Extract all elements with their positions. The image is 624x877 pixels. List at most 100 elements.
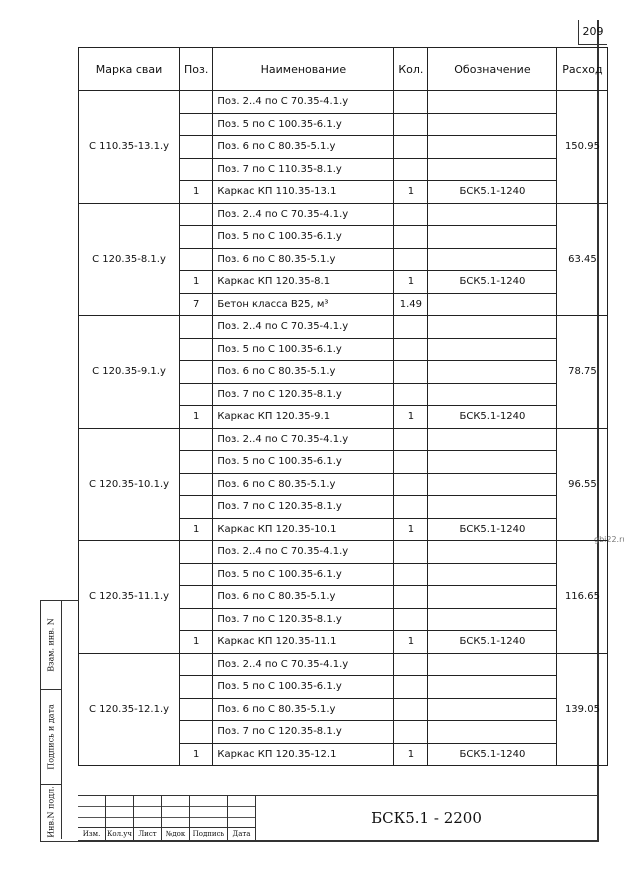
quantity	[393, 157, 429, 181]
item-name: Поз. 2..4 по С 70.35-4.1.у	[212, 652, 395, 676]
consumption: 78.75	[556, 315, 609, 429]
designation: БСК5.1-1240	[427, 180, 558, 204]
position	[178, 697, 214, 721]
position	[178, 247, 214, 271]
position	[178, 112, 214, 136]
position: 1	[178, 517, 214, 541]
designation	[427, 225, 558, 249]
designation	[427, 450, 558, 474]
quantity	[393, 472, 429, 496]
title-block-column: Дата	[228, 796, 256, 841]
designation	[427, 135, 558, 159]
header-consumption: Расход	[556, 47, 609, 91]
header-row: Марка сваи Поз. Наименование Кол. Обозна…	[78, 47, 609, 91]
table-row: С 120.35-10.1.у Поз. 2..4 по С 70.35-4.1.…	[78, 427, 609, 541]
position	[178, 450, 214, 474]
table-row: 7 Бетон класса B25, м³ 1.49	[79, 292, 608, 316]
stamp-label: Взам. инв. N	[46, 618, 56, 672]
document-code: БСК5.1 - 2200	[371, 809, 482, 827]
table-row: Поз. 5 по С 100.35-6.1.у	[79, 675, 608, 699]
designation	[427, 247, 558, 271]
title-block-label: Изм.	[78, 827, 105, 841]
quantity	[393, 360, 429, 384]
header-pos: Поз.	[178, 47, 214, 91]
pile-mark: С 120.35-10.1.у	[78, 427, 180, 541]
quantity	[393, 225, 429, 249]
table-row: 1 Каркас КП 110.35-13.1 1 БСК5.1-1240	[79, 180, 608, 204]
table-row: Поз. 7 по С 120.35-8.1.у	[79, 720, 608, 744]
item-name: Поз. 2..4 по С 70.35-4.1.у	[212, 427, 395, 451]
position	[178, 540, 214, 564]
position	[178, 382, 214, 406]
item-name: Поз. 2..4 по С 70.35-4.1.у	[212, 540, 395, 564]
designation: БСК5.1-1240	[427, 630, 558, 654]
quantity: 1.49	[393, 292, 429, 316]
designation	[427, 472, 558, 496]
consumption: 63.45	[556, 202, 609, 316]
item-name: Поз. 7 по С 120.35-8.1.у	[212, 495, 395, 519]
designation	[427, 360, 558, 384]
item-name: Каркас КП 120.35-10.1	[212, 517, 395, 541]
pile-mark: С 110.35-13.1.у	[78, 90, 180, 204]
item-name: Поз. 7 по С 120.35-8.1.у	[212, 382, 395, 406]
designation	[427, 697, 558, 721]
page-number: 209	[578, 20, 607, 45]
designation: БСК5.1-1240	[427, 742, 558, 766]
position: 1	[178, 270, 214, 294]
item-name: Каркас КП 110.35-13.1	[212, 180, 395, 204]
position	[178, 652, 214, 676]
quantity: 1	[393, 742, 429, 766]
table-row: Поз. 5 по С 100.35-6.1.у	[79, 225, 608, 249]
quantity	[393, 382, 429, 406]
position	[178, 157, 214, 181]
designation	[427, 675, 558, 699]
specification-table: Марка сваи Поз. Наименование Кол. Обозна…	[78, 47, 609, 766]
position	[178, 562, 214, 586]
item-name: Поз. 6 по С 80.35-5.1.у	[212, 135, 395, 159]
position: 1	[178, 405, 214, 429]
title-block-label: Кол.уч	[106, 827, 133, 841]
table-row: С 110.35-13.1.у Поз. 2..4 по С 70.35-4.1.…	[78, 90, 609, 204]
table-row: Поз. 7 по С 120.35-8.1.у	[79, 607, 608, 631]
position	[178, 675, 214, 699]
table-row: С 120.35-9.1.у Поз. 2..4 по С 70.35-4.1.у…	[78, 315, 609, 429]
position	[178, 427, 214, 451]
position	[178, 607, 214, 631]
designation	[427, 112, 558, 136]
position	[178, 585, 214, 609]
item-name: Каркас КП 120.35-11.1	[212, 630, 395, 654]
quantity	[393, 247, 429, 271]
title-block-label: Лист	[134, 827, 161, 841]
table-row: Поз. 6 по С 80.35-5.1.у	[79, 472, 608, 496]
designation	[427, 652, 558, 676]
designation	[427, 157, 558, 181]
title-block-label: №док	[162, 827, 189, 841]
designation: БСК5.1-1240	[427, 405, 558, 429]
stamp-cell: Взам. инв. N	[41, 601, 62, 690]
position	[178, 315, 214, 339]
pile-mark: С 120.35-11.1.у	[78, 540, 180, 654]
table-row: С 120.35-12.1.у Поз. 2..4 по С 70.35-4.1.…	[78, 652, 609, 766]
quantity	[393, 540, 429, 564]
table-row: 1 Каркас КП 120.35-10.1 1 БСК5.1-1240	[79, 517, 608, 541]
item-name: Поз. 6 по С 80.35-5.1.у	[212, 697, 395, 721]
stamp-label: Подпись и дата	[46, 703, 56, 770]
position	[178, 472, 214, 496]
header-name: Наименование	[212, 47, 395, 91]
title-block-column: Изм.	[78, 796, 106, 841]
quantity: 1	[393, 630, 429, 654]
item-name: Поз. 5 по С 100.35-6.1.у	[212, 225, 395, 249]
position	[178, 495, 214, 519]
quantity	[393, 675, 429, 699]
designation	[427, 607, 558, 631]
quantity: 1	[393, 270, 429, 294]
designation	[427, 720, 558, 744]
table-row: Поз. 7 по С 110.35-8.1.у	[79, 157, 608, 181]
item-name: Поз. 7 по С 120.35-8.1.у	[212, 720, 395, 744]
quantity	[393, 697, 429, 721]
quantity	[393, 202, 429, 226]
pile-mark: С 120.35-12.1.у	[78, 652, 180, 766]
stamp-cell: Подпись и дата	[41, 689, 62, 785]
position	[178, 225, 214, 249]
